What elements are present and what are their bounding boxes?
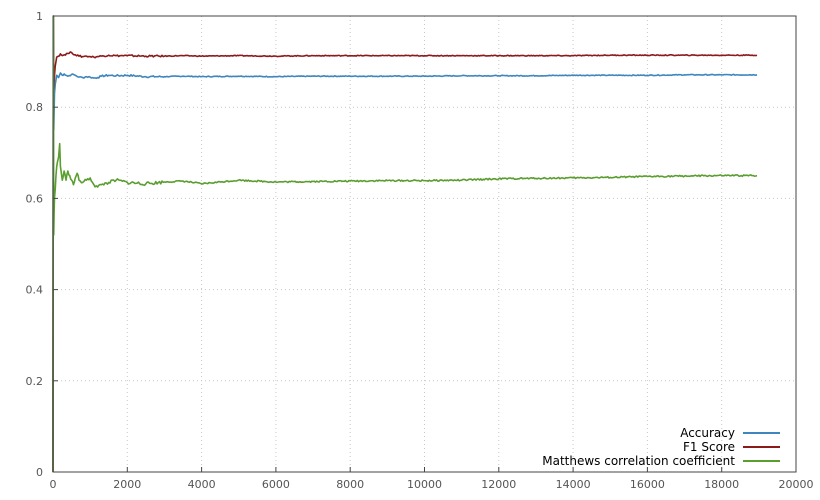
x-tick-label: 16000	[630, 478, 665, 491]
legend-label: Matthews correlation coefficient	[542, 454, 735, 468]
axis-ticks: 0 2000 4000 6000 8000 10000 12000 14000 16000 180…	[26, 10, 814, 491]
x-tick-label: 12000	[481, 478, 516, 491]
x-tick-label: 2000	[113, 478, 141, 491]
y-tick-label: 0	[36, 466, 43, 479]
legend-label: F1 Score	[683, 440, 735, 454]
x-tick-label: 8000	[336, 478, 364, 491]
x-tick-label: 10000	[407, 478, 442, 491]
x-tick-label: 0	[50, 478, 57, 491]
series-layer	[52, 15, 758, 473]
y-tick-label: 1	[36, 10, 43, 23]
x-tick-label: 18000	[704, 478, 739, 491]
x-tick-label: 6000	[262, 478, 290, 491]
y-tick-label: 0.8	[26, 101, 44, 114]
grid	[53, 16, 796, 472]
y-tick-label: 0.4	[26, 284, 44, 297]
legend-label: Accuracy	[680, 426, 735, 440]
x-tick-label: 4000	[188, 478, 216, 491]
y-tick-label: 0.2	[26, 375, 44, 388]
x-tick-label: 20000	[779, 478, 814, 491]
series-line-2	[52, 15, 758, 473]
y-tick-label: 0.6	[26, 192, 44, 205]
series-line-0	[52, 15, 758, 473]
series-line-1	[52, 15, 758, 473]
x-tick-label: 14000	[556, 478, 591, 491]
